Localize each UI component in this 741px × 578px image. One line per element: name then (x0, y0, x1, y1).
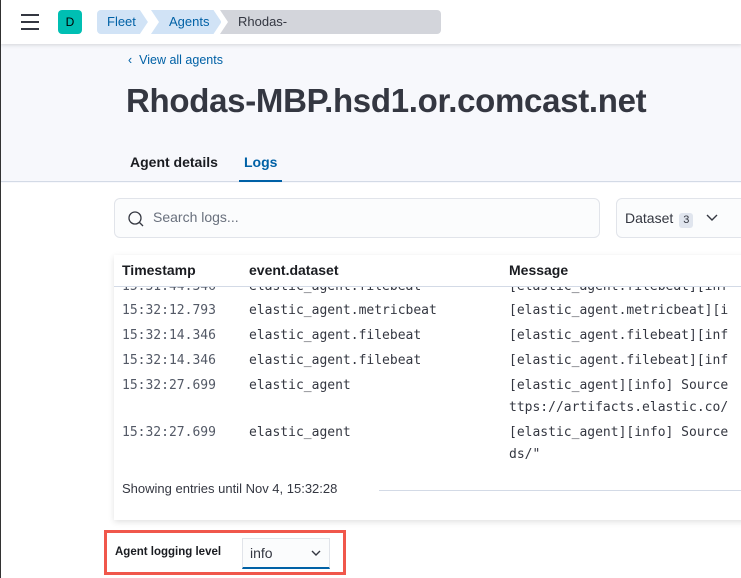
message-cell: [elastic_agent][info] Source ttps://arti… (509, 378, 729, 415)
tab-logs[interactable]: Logs (239, 154, 283, 182)
timestamp-cell: 15:32:14.346 (122, 353, 216, 368)
message-cell: [elastic_agent.metricbeat][i (509, 303, 729, 318)
stream-end-text: Showing entries until Nov 4, 15:32:28 (122, 481, 338, 496)
log-stream-table: Timestamp event.dataset Message 15:31:44… (114, 255, 741, 520)
timestamp-cell: 15:32:12.793 (122, 303, 216, 318)
search-icon (128, 211, 144, 227)
space-avatar[interactable]: D (58, 10, 82, 34)
top-header: D Fleet Agents Rhodas-MBP.hsd1.or.comcas… (1, 0, 741, 44)
chevron-down-icon (311, 550, 321, 556)
agent-logging-level-panel: Agent logging level info (104, 530, 346, 575)
dataset-cell: elastic_agent.metricbeat (249, 303, 437, 318)
breadcrumb-agents[interactable]: Agents (151, 10, 221, 34)
dataset-cell: elastic_agent.filebeat (249, 328, 422, 343)
search-input[interactable] (153, 209, 553, 225)
column-timestamp: Timestamp (122, 262, 196, 278)
chevron-left-icon: ‹ (128, 53, 140, 67)
table-header: Timestamp event.dataset Message (114, 255, 741, 287)
search-field[interactable] (114, 198, 600, 238)
back-link-label: View all agents (139, 53, 223, 67)
message-cell: [elastic_agent.filebeat][inf (509, 328, 729, 343)
dataset-filter-button[interactable]: Dataset 3 (616, 198, 741, 238)
page-title: Rhodas-MBP.hsd1.or.comcast.net (126, 82, 647, 119)
dataset-cell: elastic_agent (249, 378, 351, 393)
divider (379, 490, 741, 491)
tabs: Agent details Logs (1, 150, 741, 182)
timestamp-cell: 15:32:27.699 (122, 378, 216, 393)
menu-icon[interactable] (21, 14, 39, 30)
message-cell: [elastic_agent.filebeat][inf (509, 353, 729, 368)
dataset-label: Dataset (625, 210, 674, 226)
column-message: Message (509, 262, 569, 278)
breadcrumb-fleet[interactable]: Fleet (97, 10, 148, 34)
breadcrumb-current: Rhodas-MBP.hsd1.or.comcast.net (220, 10, 441, 34)
view-all-agents-link[interactable]: ‹ View all agents (128, 53, 223, 67)
logging-level-label: Agent logging level (115, 546, 222, 558)
column-dataset: event.dataset (249, 262, 339, 278)
message-cell: [elastic_agent][info] Source ds/" (509, 425, 729, 462)
timestamp-cell: 15:32:14.346 (122, 328, 216, 343)
timestamp-cell: 15:32:27.699 (122, 425, 216, 440)
chevron-down-icon (706, 214, 718, 221)
dataset-cell: elastic_agent.filebeat (249, 353, 422, 368)
dataset-cell: elastic_agent (249, 425, 351, 440)
logging-level-value: info (250, 545, 273, 561)
logging-level-select[interactable]: info (242, 538, 330, 569)
dataset-count-badge: 3 (679, 213, 694, 228)
tab-agent-details[interactable]: Agent details (130, 154, 218, 170)
